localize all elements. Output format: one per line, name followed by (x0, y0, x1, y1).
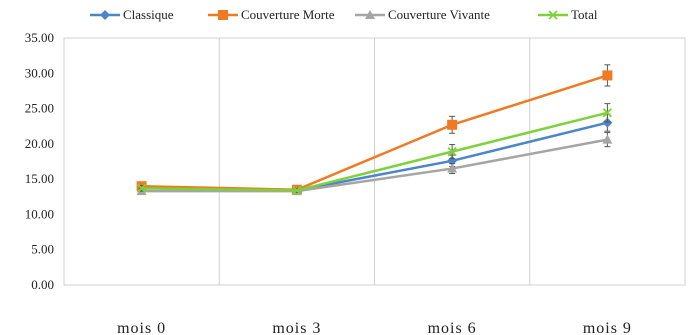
data-point (602, 117, 613, 128)
legend-item-classique: Classique (90, 7, 174, 22)
y-tick-label: 15.00 (25, 171, 54, 186)
legend-label: Couverture Vivante (388, 7, 490, 22)
data-point (292, 185, 302, 196)
legend-label: Total (571, 7, 598, 22)
y-tick-label: 30.00 (25, 65, 54, 80)
y-tick-label: 0.00 (31, 277, 54, 292)
data-point (602, 134, 613, 144)
series-line (141, 138, 608, 193)
y-tick-label: 20.00 (25, 136, 54, 151)
series-total (136, 103, 613, 196)
data-point (447, 163, 458, 173)
data-point (602, 108, 613, 118)
marker-x-stroke (292, 185, 302, 196)
x-axis-categories: mois 0 mois 3 mois 6 mois 9 (117, 320, 632, 335)
legend-label: Classique (123, 7, 174, 22)
legend-swatch-marker (548, 10, 558, 20)
x-category-label: mois 6 (428, 320, 477, 335)
y-tick-label: 25.00 (25, 101, 54, 116)
legend-label: Couverture Morte (241, 7, 335, 22)
marker-x-stroke (548, 10, 558, 20)
x-category-label: mois 3 (272, 320, 321, 335)
legend: Classique Couverture Morte Couverture Viva… (90, 7, 598, 22)
marker-x-stroke (602, 108, 613, 118)
series-line (141, 74, 608, 191)
y-axis-ticks: 0.00 5.00 10.00 15.00 20.00 25.00 30.00 35.00 (25, 30, 54, 292)
data-point (136, 183, 147, 193)
y-tick-label: 5.00 (31, 242, 54, 257)
series-line (141, 111, 608, 192)
series-couverture-vivante (136, 132, 613, 196)
legend-swatch-marker (218, 10, 228, 20)
marker-x-stroke (447, 146, 457, 157)
marker-x-stroke (136, 183, 147, 193)
x-category-label: mois 0 (117, 320, 166, 335)
data-point (602, 70, 613, 81)
legend-item-couverture-vivante: Couverture Vivante (355, 7, 490, 22)
y-tick-label: 35.00 (25, 30, 54, 45)
data-point (447, 119, 458, 130)
legend-item-total: Total (538, 7, 598, 22)
data-point (447, 146, 457, 157)
legend-swatch-marker (100, 10, 110, 20)
legend-swatch-marker (365, 10, 375, 19)
x-category-label: mois 9 (583, 320, 632, 335)
y-tick-label: 10.00 (25, 206, 54, 221)
legend-item-couverture-morte: Couverture Morte (208, 7, 335, 22)
series-group (136, 64, 613, 196)
grid (63, 37, 686, 286)
